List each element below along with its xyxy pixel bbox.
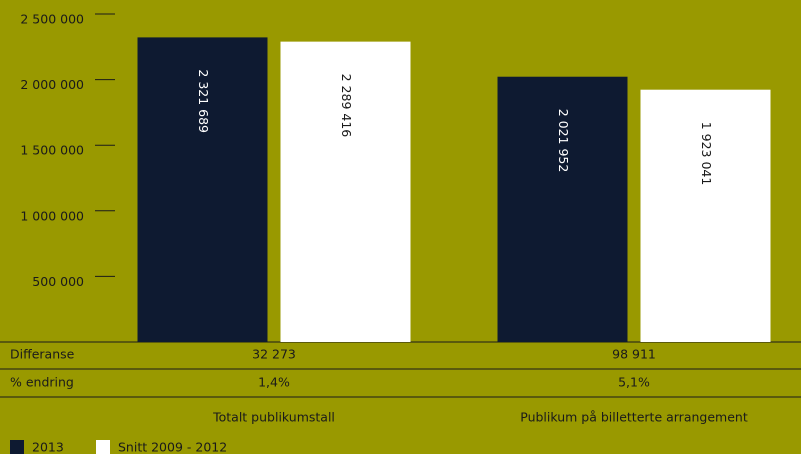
data-label: 2 021 952 bbox=[556, 109, 571, 173]
bar bbox=[640, 89, 771, 342]
y-tick-label: 2 000 000 bbox=[20, 77, 84, 92]
legend-label: 2013 bbox=[32, 440, 64, 454]
legend-label: Snitt 2009 - 2012 bbox=[118, 440, 227, 454]
table-cell: 32 273 bbox=[252, 347, 296, 362]
y-tick-label: 500 000 bbox=[32, 274, 84, 289]
x-tick-label: Publikum på billetterte arrangement bbox=[520, 410, 748, 425]
bar bbox=[280, 41, 411, 342]
data-label: 2 321 689 bbox=[196, 69, 211, 133]
bar bbox=[137, 37, 268, 342]
y-tick-label: 2 500 000 bbox=[20, 12, 84, 27]
data-label: 1 923 041 bbox=[699, 122, 714, 186]
row-label: % endring bbox=[10, 375, 74, 390]
row-label: Differanse bbox=[10, 347, 75, 362]
data-label: 2 289 416 bbox=[339, 74, 354, 138]
x-tick-label: Totalt publikumstall bbox=[212, 410, 335, 425]
legend-swatch bbox=[10, 440, 24, 454]
bar bbox=[497, 76, 628, 342]
y-tick-label: 1 000 000 bbox=[20, 208, 84, 223]
y-tick-label: 1 500 000 bbox=[20, 143, 84, 158]
table-cell: 98 911 bbox=[612, 347, 656, 362]
legend-swatch bbox=[96, 440, 110, 454]
table-cell: 5,1% bbox=[618, 375, 650, 390]
table-cell: 1,4% bbox=[258, 375, 290, 390]
